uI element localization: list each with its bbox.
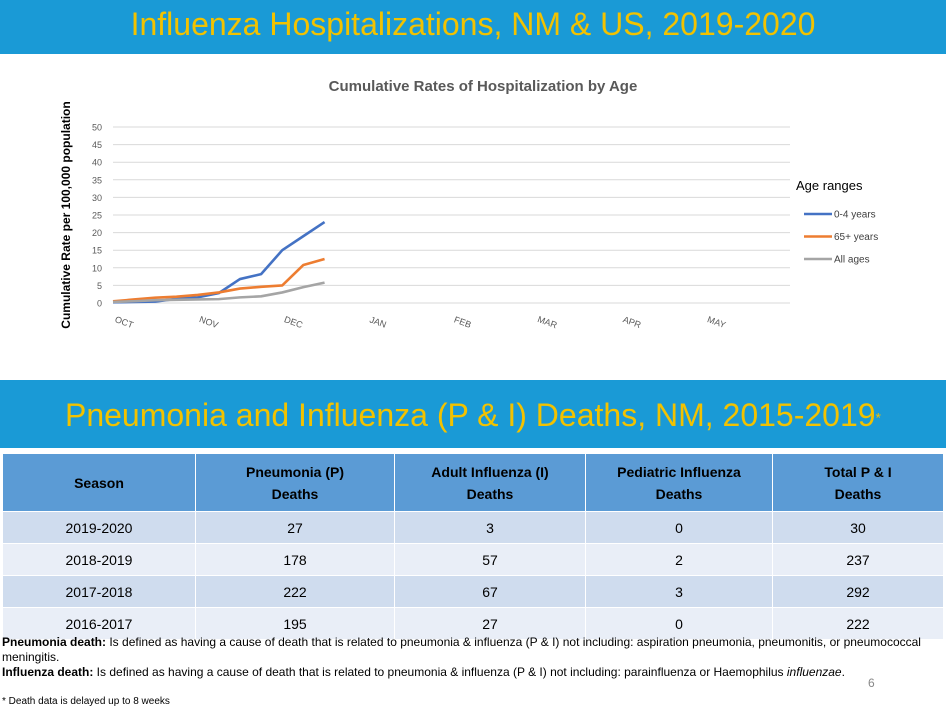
x-tick-label: MAY bbox=[706, 314, 727, 330]
table-row: 2016-2017 195 27 0 222 bbox=[2, 607, 944, 640]
legend-entry: 65+ years bbox=[834, 232, 878, 243]
deaths-table: Season Pneumonia (P) Deaths Adult Influen… bbox=[2, 453, 944, 640]
cell-pediatric-influenza: 3 bbox=[585, 575, 773, 608]
y-tick-label: 35 bbox=[92, 175, 102, 185]
x-tick-label: DEC bbox=[283, 314, 305, 330]
series-line bbox=[112, 281, 325, 304]
y-tick-label: 30 bbox=[92, 193, 102, 203]
cell-season: 2016-2017 bbox=[2, 607, 196, 640]
cell-pediatric-influenza: 2 bbox=[585, 543, 773, 576]
table-row: 2018-2019 178 57 2 237 bbox=[2, 543, 944, 576]
header-season: Season bbox=[2, 453, 196, 512]
page-title: Influenza Hospitalizations, NM & US, 201… bbox=[130, 6, 816, 42]
hospitalization-chart: Cumulative Rates of Hospitalization by A… bbox=[59, 78, 878, 330]
y-tick-label: 5 bbox=[97, 281, 102, 291]
y-axis-label: Cumulative Rate per 100,000 population bbox=[59, 101, 73, 328]
series-line bbox=[112, 257, 325, 303]
cell-pneumonia: 178 bbox=[195, 543, 395, 576]
cell-adult-influenza: 57 bbox=[394, 543, 586, 576]
cell-total: 222 bbox=[772, 607, 944, 640]
cell-season: 2017-2018 bbox=[2, 575, 196, 608]
header-pneumonia: Pneumonia (P) Deaths bbox=[195, 453, 395, 512]
cell-pediatric-influenza: 0 bbox=[585, 607, 773, 640]
legend-title: Age ranges bbox=[796, 178, 863, 193]
chart-title: Cumulative Rates of Hospitalization by A… bbox=[329, 78, 638, 95]
influenza-definition: Influenza death: Is defined as having a … bbox=[2, 665, 845, 679]
y-tick-label: 15 bbox=[92, 246, 102, 256]
pneumonia-definition: Pneumonia death: Is defined as having a … bbox=[2, 635, 921, 664]
y-tick-label: 0 bbox=[97, 299, 102, 309]
section-title: Pneumonia and Influenza (P & I) Deaths, … bbox=[64, 397, 876, 433]
deaths-table-container: Season Pneumonia (P) Deaths Adult Influen… bbox=[0, 453, 946, 640]
title-banner: Influenza Hospitalizations, NM & US, 201… bbox=[0, 0, 946, 54]
table-header-row: Season Pneumonia (P) Deaths Adult Influen… bbox=[2, 453, 944, 512]
y-tick-label: 10 bbox=[92, 263, 102, 273]
cell-total: 292 bbox=[772, 575, 944, 608]
y-tick-label: 50 bbox=[92, 123, 102, 133]
header-total: Total P & I Deaths bbox=[772, 453, 944, 512]
y-tick-label: 45 bbox=[92, 140, 102, 150]
cell-adult-influenza: 67 bbox=[394, 575, 586, 608]
section-banner: Pneumonia and Influenza (P & I) Deaths, … bbox=[0, 380, 946, 448]
y-tick-label: 20 bbox=[92, 228, 102, 238]
x-tick-label: FEB bbox=[453, 314, 473, 329]
table-row: 2017-2018 222 67 3 292 bbox=[2, 575, 944, 608]
x-tick-label: APR bbox=[622, 314, 643, 330]
cell-season: 2019-2020 bbox=[2, 511, 196, 544]
section-title-star: * bbox=[875, 409, 881, 426]
cell-total: 237 bbox=[772, 543, 944, 576]
cell-pneumonia: 27 bbox=[195, 511, 395, 544]
header-pediatric-influenza: Pediatric Influenza Deaths bbox=[585, 453, 773, 512]
x-tick-label: NOV bbox=[198, 314, 220, 330]
y-tick-label: 40 bbox=[92, 158, 102, 168]
legend-entry: All ages bbox=[834, 255, 870, 266]
cell-adult-influenza: 27 bbox=[394, 607, 586, 640]
x-tick-label: OCT bbox=[114, 314, 136, 330]
death-data-footnote: * Death data is delayed up to 8 weeks bbox=[2, 696, 170, 707]
x-tick-label: MAR bbox=[536, 314, 559, 330]
table-row: 2019-2020 27 3 0 30 bbox=[2, 511, 944, 544]
cell-adult-influenza: 3 bbox=[394, 511, 586, 544]
cell-pediatric-influenza: 0 bbox=[585, 511, 773, 544]
cell-pneumonia: 222 bbox=[195, 575, 395, 608]
header-adult-influenza: Adult Influenza (I) Deaths bbox=[394, 453, 586, 512]
cell-season: 2018-2019 bbox=[2, 543, 196, 576]
legend-entry: 0-4 years bbox=[834, 210, 876, 221]
cell-pneumonia: 195 bbox=[195, 607, 395, 640]
y-tick-label: 25 bbox=[92, 211, 102, 221]
cell-total: 30 bbox=[772, 511, 944, 544]
x-tick-label: JAN bbox=[368, 315, 387, 330]
page-number: 6 bbox=[868, 676, 875, 690]
definitions-notes: Pneumonia death: Is defined as having a … bbox=[2, 635, 942, 680]
